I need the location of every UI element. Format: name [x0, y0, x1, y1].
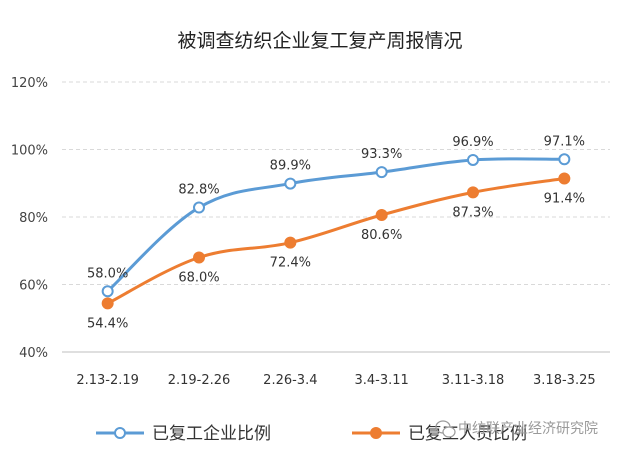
y-axis-ticks: 40% 60% 80% 100% 120%: [11, 76, 48, 361]
legend-label-enterprise: 已复工企业比例: [152, 424, 271, 444]
gridlines: [62, 81, 610, 285]
wechat-icon: [435, 420, 456, 438]
y-tick-label: 80%: [19, 211, 48, 226]
series-workers-point: [558, 172, 571, 185]
x-tick-label: 2.19-2.26: [168, 373, 231, 388]
x-tick-label: 3.18-3.25: [533, 373, 596, 388]
series-enterprise-data-label: 96.9%: [452, 135, 493, 150]
legend-item-enterprise: 已复工企业比例: [96, 424, 271, 444]
series-enterprise-point: [193, 201, 205, 214]
series-workers-data-label: 68.0%: [178, 271, 219, 286]
x-tick-label: 2.26-3.4: [263, 373, 317, 388]
x-tick-label: 2.13-2.19: [76, 373, 139, 388]
series-workers-line: [106, 177, 565, 305]
data-labels: 58.0% 82.8% 89.9% 93.3% 96.9% 97.1% 54.4% 68.0%…: [87, 134, 585, 331]
series-enterprise-data-label: 89.9%: [270, 159, 311, 174]
series-workers-point: [284, 236, 297, 249]
legend-label-workers: 已复工人员比例: [408, 424, 527, 444]
legend-marker-enterprise: [114, 427, 126, 439]
y-tick-label: 60%: [19, 279, 48, 294]
series-lines: [101, 153, 571, 310]
series-enterprise-data-label: 97.1%: [544, 134, 585, 149]
legend-item-workers: 已复工人员比例: [352, 424, 527, 444]
series-workers-point: [193, 251, 205, 264]
series-workers-data-label: 91.4%: [544, 192, 585, 207]
legend-marker-workers: [370, 427, 382, 439]
series-enterprise-point: [467, 153, 479, 166]
chart-title: 被调查纺织企业复工复产周报情况: [177, 30, 462, 52]
series-workers-data-label: 54.4%: [87, 316, 128, 331]
x-tick-label: 3.4-3.11: [355, 373, 409, 388]
series-workers-data-label: 80.6%: [361, 228, 402, 243]
y-tick-label: 40%: [19, 346, 48, 361]
y-tick-label: 120%: [11, 76, 48, 91]
watermark-text: 中纺联产业经济研究院: [458, 421, 598, 437]
series-workers-point: [375, 208, 388, 221]
x-axis-ticks: 2.13-2.19 2.19-2.26 2.26-3.4 3.4-3.11 3.11-3…: [76, 373, 595, 388]
series-enterprise-point: [101, 285, 114, 298]
series-workers-point: [101, 297, 114, 310]
series-workers-data-label: 72.4%: [270, 256, 311, 271]
series-workers-data-label: 87.3%: [452, 205, 493, 220]
legend: 已复工企业比例 已复工人员比例: [96, 424, 527, 444]
series-enterprise-data-label: 82.8%: [178, 183, 219, 198]
series-enterprise-line: [106, 157, 565, 293]
series-enterprise-data-label: 93.3%: [361, 147, 402, 162]
series-enterprise-point: [284, 177, 297, 190]
series-enterprise-point: [558, 153, 571, 166]
series-workers-point: [467, 186, 479, 199]
watermark: 中纺联产业经济研究院: [435, 420, 598, 438]
y-tick-label: 100%: [11, 144, 48, 159]
x-tick-label: 3.11-3.18: [442, 373, 505, 388]
series-enterprise-point: [375, 166, 388, 179]
series-enterprise-data-label: 58.0%: [87, 266, 128, 281]
